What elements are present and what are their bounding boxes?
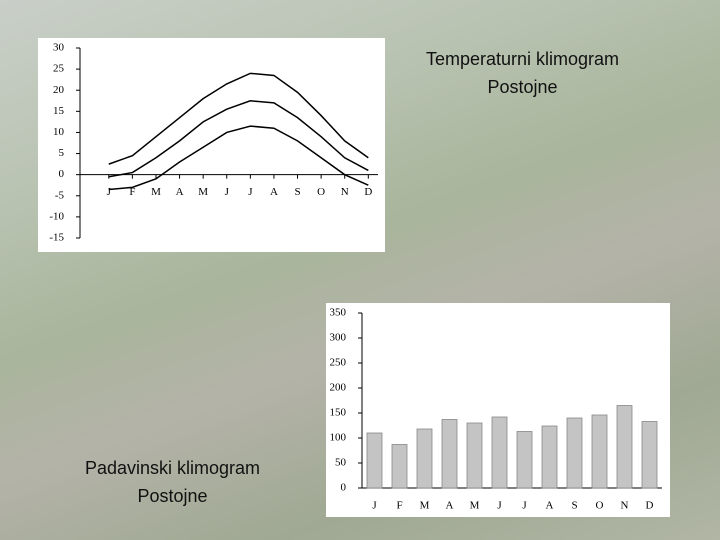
bar	[616, 405, 633, 489]
x-tick-label: J	[497, 500, 502, 512]
x-tick-label: M	[420, 500, 430, 512]
chart-title: Padavinski klimogram Postojne	[84, 458, 261, 506]
chart: 0 50 100 150 200 250 300 350 J F M A M J J A S O N D	[330, 307, 662, 512]
bar	[641, 421, 658, 489]
x-tick-label: O	[317, 186, 325, 198]
x-tick-label: M	[151, 186, 161, 198]
x-tick-label: S	[571, 500, 577, 512]
bar	[566, 417, 583, 489]
line	[108, 100, 369, 178]
bar	[391, 444, 408, 489]
chart: -15 -10 -5 0 5 10 15 20 25 30 J F M A M J J A S O N D	[49, 42, 378, 244]
bar	[366, 432, 383, 489]
y-tick-label: 25	[53, 63, 65, 75]
x-tick-label: J	[372, 500, 377, 512]
bar	[591, 414, 608, 489]
y-tick-label: 15	[53, 105, 65, 117]
y-tick-label: 300	[330, 332, 347, 344]
y-tick-label: 350	[330, 307, 347, 319]
chart-title: Temperaturni klimogram Postojne	[425, 49, 620, 97]
x-tick-label: A	[270, 186, 278, 198]
bar	[516, 431, 533, 489]
y-tick-label: 20	[53, 84, 65, 96]
x-tick-label: N	[621, 500, 629, 512]
x-tick-label: A	[446, 500, 454, 512]
y-tick-label: 250	[330, 357, 347, 369]
x-tick-label: A	[546, 500, 554, 512]
y-tick-label: 100	[330, 432, 347, 444]
y-tick-label: 0	[341, 482, 347, 494]
y-tick-label: 30	[53, 42, 65, 54]
line	[108, 125, 369, 191]
x-tick-label: J	[522, 500, 527, 512]
bar	[416, 428, 433, 489]
bar	[466, 422, 483, 489]
x-tick-label: S	[294, 186, 300, 198]
y-tick-label: -10	[49, 210, 64, 222]
y-tick-label: -5	[55, 189, 65, 201]
line	[108, 72, 369, 165]
x-tick-label: J	[225, 186, 230, 198]
x-tick-label: A	[176, 186, 184, 198]
bar	[491, 416, 508, 489]
chart-panel: -15 -10 -5 0 5 10 15 20 25 30 J F M A M J J A S O N D	[38, 38, 385, 252]
y-tick-label: 200	[330, 382, 347, 394]
y-tick-label: 10	[53, 126, 65, 138]
x-tick-label: O	[596, 500, 604, 512]
x-tick-label: J	[248, 186, 253, 198]
x-tick-label: F	[396, 500, 402, 512]
y-tick-label: 50	[335, 457, 347, 469]
x-tick-label: N	[341, 186, 349, 198]
x-tick-label: M	[198, 186, 208, 198]
y-tick-label: -15	[49, 232, 64, 244]
y-tick-label: 0	[59, 168, 65, 180]
chart-panel: 0 50 100 150 200 250 300 350 J F M A M J J A S O N D	[326, 303, 670, 517]
y-tick-label: 5	[59, 147, 65, 159]
x-tick-label: M	[470, 500, 480, 512]
x-tick-label: D	[646, 500, 654, 512]
x-tick-label: D	[364, 186, 372, 198]
y-tick-label: 150	[330, 407, 347, 419]
x-tick-label: J	[107, 186, 112, 198]
bar	[441, 419, 458, 489]
bar	[541, 425, 558, 489]
x-tick-label: F	[129, 186, 135, 198]
